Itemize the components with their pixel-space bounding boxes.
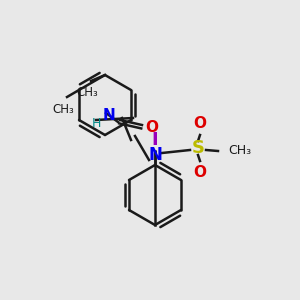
Text: H: H	[91, 117, 101, 130]
Text: N: N	[103, 107, 116, 122]
Text: CH₃: CH₃	[228, 145, 251, 158]
Text: CH₃: CH₃	[52, 103, 74, 116]
Text: O: O	[145, 119, 158, 134]
Text: CH₃: CH₃	[76, 86, 98, 99]
Text: O: O	[194, 165, 206, 180]
Text: I: I	[152, 131, 158, 149]
Text: O: O	[194, 116, 206, 131]
Text: N: N	[148, 146, 162, 164]
Text: S: S	[191, 139, 205, 157]
